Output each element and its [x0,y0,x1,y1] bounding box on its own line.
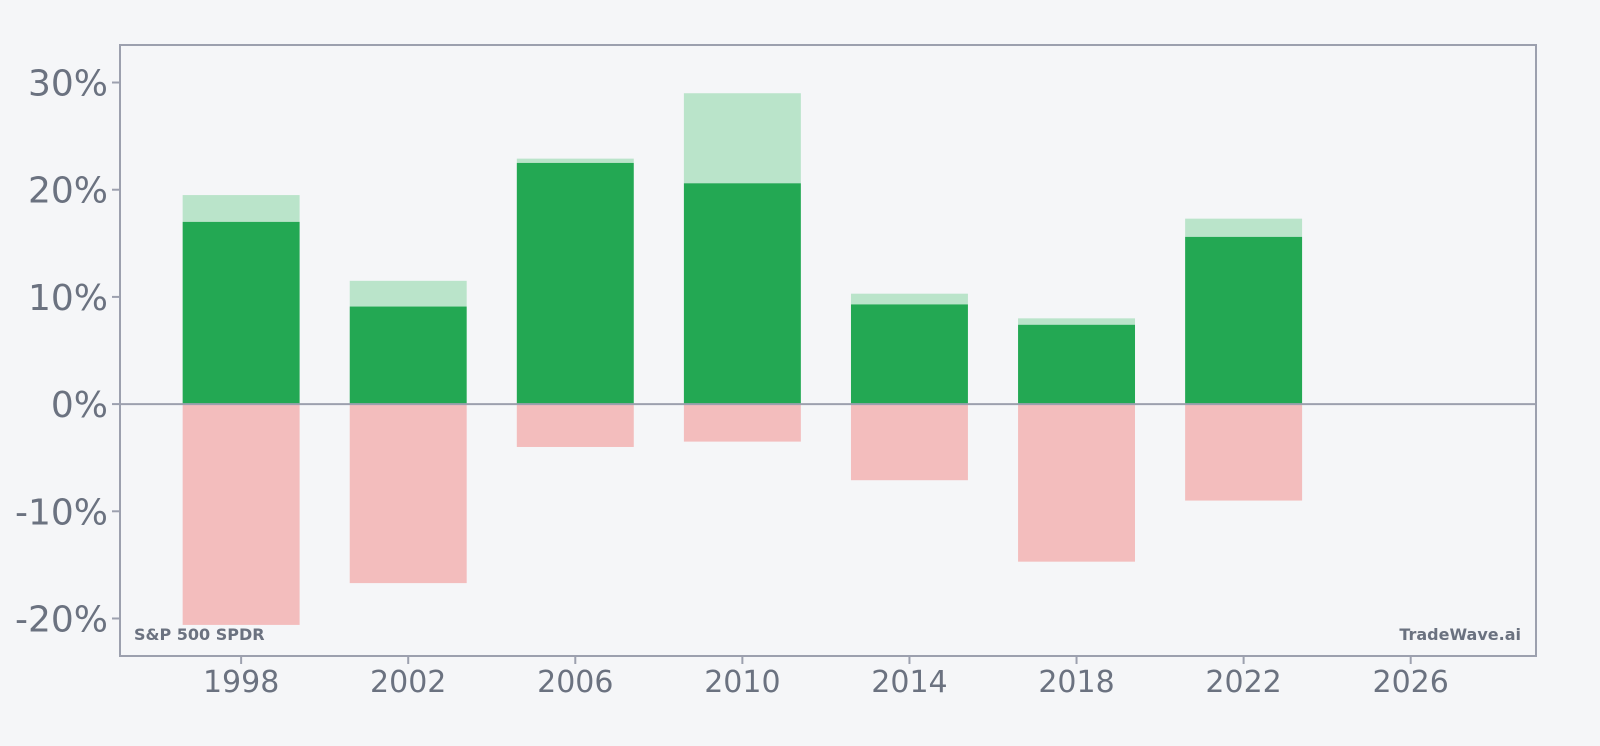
bars-layer [182,93,1303,625]
bar-value-1998 [182,221,300,405]
y-tick-label: -10% [15,492,108,533]
bar-low-2014 [850,404,968,481]
bar-low-2002 [349,404,467,584]
bar-high-2006 [516,158,634,163]
plot-frame [119,44,1537,657]
brand-label: TradeWave.ai [1399,625,1521,644]
bar-high-2014 [850,293,968,305]
bar-value-2022 [1185,236,1303,405]
bar-value-2014 [850,304,968,405]
bar-low-2018 [1018,404,1136,562]
bar-value-2002 [349,306,467,405]
bar-low-2010 [683,404,801,442]
x-tick-label: 1998 [203,665,279,700]
y-tick-label: 30% [28,64,108,105]
x-tick-label: 2026 [1373,665,1449,700]
instrument-label: S&P 500 SPDR [134,625,265,644]
x-tick-label: 2022 [1205,665,1281,700]
x-tick-label: 2006 [537,665,613,700]
x-tick-label: 2018 [1038,665,1114,700]
bar-high-2022 [1185,218,1303,237]
y-tick-label: 0% [51,385,108,426]
bar-value-2006 [516,162,634,405]
bar-high-2018 [1018,318,1136,325]
x-tick-label: 2014 [871,665,947,700]
y-tick-label: 20% [28,171,108,212]
y-axis: 30% 20% 10% 0% -10% -20% [15,64,120,640]
x-tick-label: 2002 [370,665,446,700]
bar-low-1998 [182,404,300,625]
bar-high-1998 [182,195,300,222]
bar-value-2018 [1018,324,1136,405]
bar-low-2022 [1185,404,1303,501]
bar-high-2002 [349,280,467,307]
bar-value-2010 [683,183,801,405]
x-axis: 1998 2002 2006 2010 2014 2018 2022 2026 [203,656,1449,700]
x-tick-label: 2010 [704,665,780,700]
y-tick-label: 10% [28,278,108,319]
bar-high-2010 [683,93,801,184]
bar-low-2006 [516,404,634,447]
y-tick-label: -20% [15,599,108,640]
